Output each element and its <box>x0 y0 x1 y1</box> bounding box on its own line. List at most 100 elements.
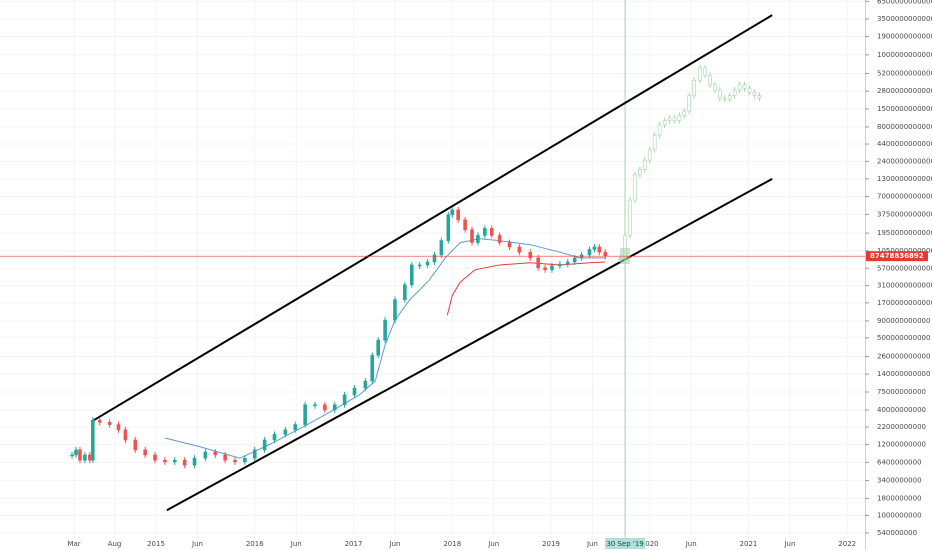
candle-body <box>352 387 357 396</box>
candle-body <box>742 84 747 89</box>
channel-line <box>166 178 773 512</box>
y-tick-label: 19000000000000000 <box>877 32 932 40</box>
candle-body <box>91 419 95 461</box>
y-tick-label: 260000000000 <box>877 352 930 360</box>
candle-body <box>432 254 437 263</box>
candle-body <box>403 284 407 300</box>
candle-body <box>550 265 554 271</box>
candle-body <box>463 219 467 230</box>
candle-body <box>83 454 87 461</box>
y-tick-label: 130000000000000 <box>877 175 932 183</box>
candle-body <box>123 429 128 441</box>
candle-body <box>647 149 652 161</box>
moving-average <box>446 261 606 316</box>
cursor-label: 30 Sep '19 <box>606 540 643 548</box>
candle-body <box>172 459 177 463</box>
candle-body <box>78 449 82 461</box>
x-tick-label: 2017 <box>345 540 363 548</box>
candle-body <box>643 159 647 170</box>
y-tick-label: 70000000000000 <box>877 193 932 201</box>
candle-body <box>272 434 277 441</box>
candle-body <box>517 246 522 253</box>
candle-body <box>638 169 642 176</box>
y-tick-label: 22000000000 <box>877 423 926 431</box>
candle-body <box>536 257 540 269</box>
candle-body <box>633 174 637 201</box>
candle-body <box>597 246 602 253</box>
candle-body <box>737 84 742 91</box>
x-tick-label: 2020 <box>641 540 659 548</box>
candle-body <box>88 454 92 461</box>
y-tick-label: 900000000000 <box>877 317 930 325</box>
candle-body <box>587 249 592 256</box>
candle-body <box>483 228 487 236</box>
y-tick-label: 3400000000 <box>877 476 922 484</box>
candle-body <box>243 457 247 463</box>
candle-body <box>70 454 74 457</box>
x-tick-label: Jun <box>685 540 697 548</box>
candle-body <box>677 115 682 121</box>
candle-body <box>450 209 455 216</box>
candle-body <box>203 451 208 459</box>
candle-body <box>558 263 562 267</box>
candle-body <box>143 449 147 456</box>
candle-body <box>213 451 218 456</box>
candle-body <box>708 74 712 86</box>
y-tick-label: 1800000000 <box>877 495 922 503</box>
candle-body <box>446 214 451 241</box>
x-tick-label: Mar <box>67 540 80 548</box>
candle-body <box>262 439 267 451</box>
x-tick-label: Aug <box>108 540 122 548</box>
y-tick-label: 440000000000000 <box>877 140 932 148</box>
y-tick-label: 140000000000 <box>877 370 930 378</box>
candle-body <box>752 91 757 96</box>
candle-body <box>592 246 597 250</box>
candle-body <box>718 89 722 99</box>
candle-body <box>74 449 78 456</box>
x-tick-label: Jun <box>191 540 203 548</box>
candle-body <box>565 261 570 265</box>
candle-body <box>543 267 547 271</box>
candle-body <box>732 89 737 96</box>
candle-body <box>192 457 197 466</box>
y-tick-label: 6400000000 <box>877 458 922 466</box>
candle-body <box>747 87 752 93</box>
y-tick-label: 37500000000000 <box>877 210 932 218</box>
y-tick-label: 12000000000 <box>877 440 926 448</box>
candle-body <box>757 95 762 99</box>
candle-body <box>692 79 696 96</box>
candle-body <box>107 421 112 425</box>
y-tick-label: 10000000000000000 <box>877 51 932 59</box>
y-tick-label: 800000000000000 <box>877 123 932 131</box>
x-tick-label: 2015 <box>147 540 165 548</box>
x-tick-label: Jun <box>389 540 401 548</box>
candle-body <box>470 229 474 243</box>
candle-body <box>370 355 375 382</box>
x-tick-label: Jun <box>290 540 302 548</box>
y-tick-label: 2800000000000000 <box>877 87 932 95</box>
candle-body <box>476 235 480 243</box>
candle-body <box>182 459 187 466</box>
y-tick-label: 5200000000000000 <box>877 69 932 77</box>
x-tick-label: 2021 <box>740 540 758 548</box>
candle-body <box>628 199 632 236</box>
candle-body <box>233 459 237 463</box>
y-tick-label: 540000000 <box>877 529 917 537</box>
candle-body <box>383 319 387 341</box>
candle-body <box>667 117 672 121</box>
candle-body <box>376 339 380 356</box>
y-tick-label: 500000000000 <box>877 334 930 342</box>
candle-body <box>489 228 494 236</box>
channel-line <box>93 14 773 422</box>
candle-body <box>603 251 608 257</box>
y-tick-label: 75000000000 <box>877 388 926 396</box>
y-tick-label: 1000000000 <box>877 511 922 519</box>
candle-body <box>293 424 298 431</box>
y-tick-label: 240000000000000 <box>877 157 932 165</box>
cursor-label-box <box>605 538 646 549</box>
y-tick-label: 40000000000 <box>877 406 926 414</box>
candle-body <box>133 439 138 451</box>
candle-body <box>323 404 327 411</box>
